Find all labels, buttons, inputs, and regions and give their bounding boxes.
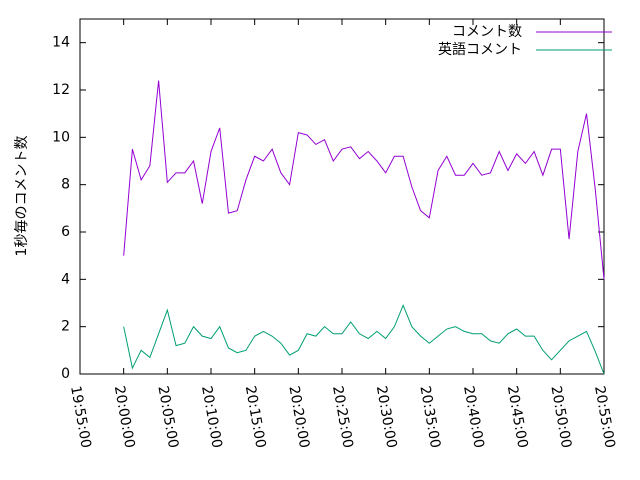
x-tick-label: 20:35:00	[416, 385, 443, 450]
x-tick-label: 20:50:00	[547, 385, 574, 450]
x-tick-label: 20:25:00	[329, 385, 356, 450]
x-tick-label: 20:10:00	[198, 385, 225, 450]
y-tick-label: 14	[52, 35, 70, 51]
x-tick-label: 19:55:00	[67, 385, 94, 450]
y-tick-label: 6	[61, 224, 70, 240]
series-line	[123, 80, 605, 280]
y-tick-label: 10	[52, 129, 70, 145]
x-tick-label: 20:40:00	[460, 385, 487, 450]
y-axis-label: 1秒毎のコメント数	[14, 136, 30, 257]
x-tick-label: 20:00:00	[111, 385, 138, 450]
y-tick-label: 0	[61, 366, 70, 382]
y-tick-label: 4	[61, 271, 70, 287]
x-tick-label: 20:45:00	[504, 385, 531, 450]
x-tick-label: 20:05:00	[154, 385, 181, 450]
x-tick-label: 20:30:00	[373, 385, 400, 450]
y-tick-label: 8	[61, 177, 70, 193]
legend-label: 英語コメント	[438, 41, 522, 58]
series-line	[123, 304, 605, 375]
x-tick-label: 20:20:00	[285, 385, 312, 450]
x-tick-label: 20:55:00	[591, 385, 618, 450]
plot-border	[79, 18, 605, 375]
x-tick-label: 20:15:00	[242, 385, 269, 450]
legend-label: コメント数	[452, 24, 522, 40]
y-tick-label: 2	[61, 319, 70, 335]
y-tick-label: 12	[52, 82, 70, 98]
